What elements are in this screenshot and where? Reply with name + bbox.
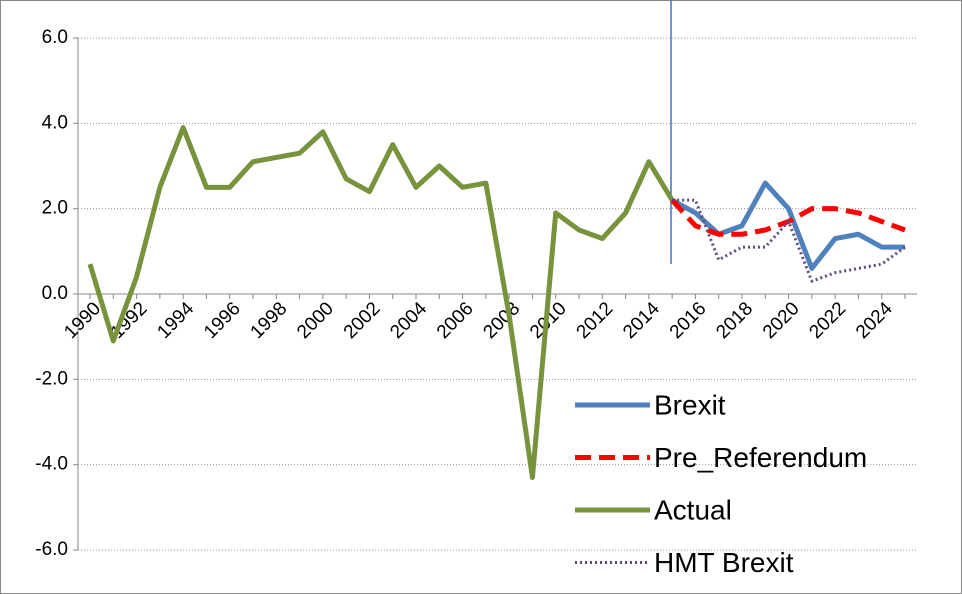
- y-tick-label: -2.0: [35, 368, 68, 389]
- legend-label: HMT Brexit: [654, 547, 794, 578]
- y-tick-label: -6.0: [35, 539, 68, 560]
- y-tick-label: 0.0: [42, 283, 68, 304]
- y-tick-label: 2.0: [42, 198, 68, 219]
- legend-label: Brexit: [654, 389, 726, 420]
- y-tick-label: 6.0: [42, 27, 68, 48]
- y-tick-label: 4.0: [42, 112, 68, 133]
- legend: Brexit Pre_Referendum Actual HMT Brexit: [575, 389, 867, 578]
- legend-label: Actual: [654, 494, 732, 525]
- y-tick-label: -4.0: [35, 454, 68, 475]
- legend-label: Pre_Referendum: [654, 442, 867, 473]
- series-line: [672, 198, 906, 283]
- plot: [87, 125, 906, 480]
- series-line: [670, 180, 905, 271]
- series-line: [87, 125, 675, 480]
